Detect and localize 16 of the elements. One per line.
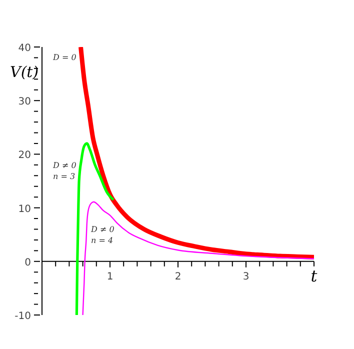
x-tick-label: 3 (242, 271, 250, 282)
y-tick-label: 10 (18, 204, 31, 215)
y-tick-label: 0 (24, 257, 31, 268)
y-axis-title: V(t) (10, 63, 39, 81)
x-tick-label: 2 (174, 271, 182, 282)
y-tick-label: 20 (18, 150, 31, 162)
series-label: D ≠ 0 n = 4 (90, 225, 114, 245)
y-tick-label: -10 (14, 311, 31, 322)
x-tick-label: 1 (106, 271, 114, 282)
series-label: D ≠ 0 n = 3 (52, 161, 76, 181)
x-axis-title: t (310, 266, 318, 286)
line-series (78, 47, 314, 260)
y-tick-label: 30 (18, 96, 31, 108)
y-tick-label: 40 (18, 43, 31, 54)
line-series (75, 142, 115, 315)
series-label: D = 0 (52, 53, 76, 62)
